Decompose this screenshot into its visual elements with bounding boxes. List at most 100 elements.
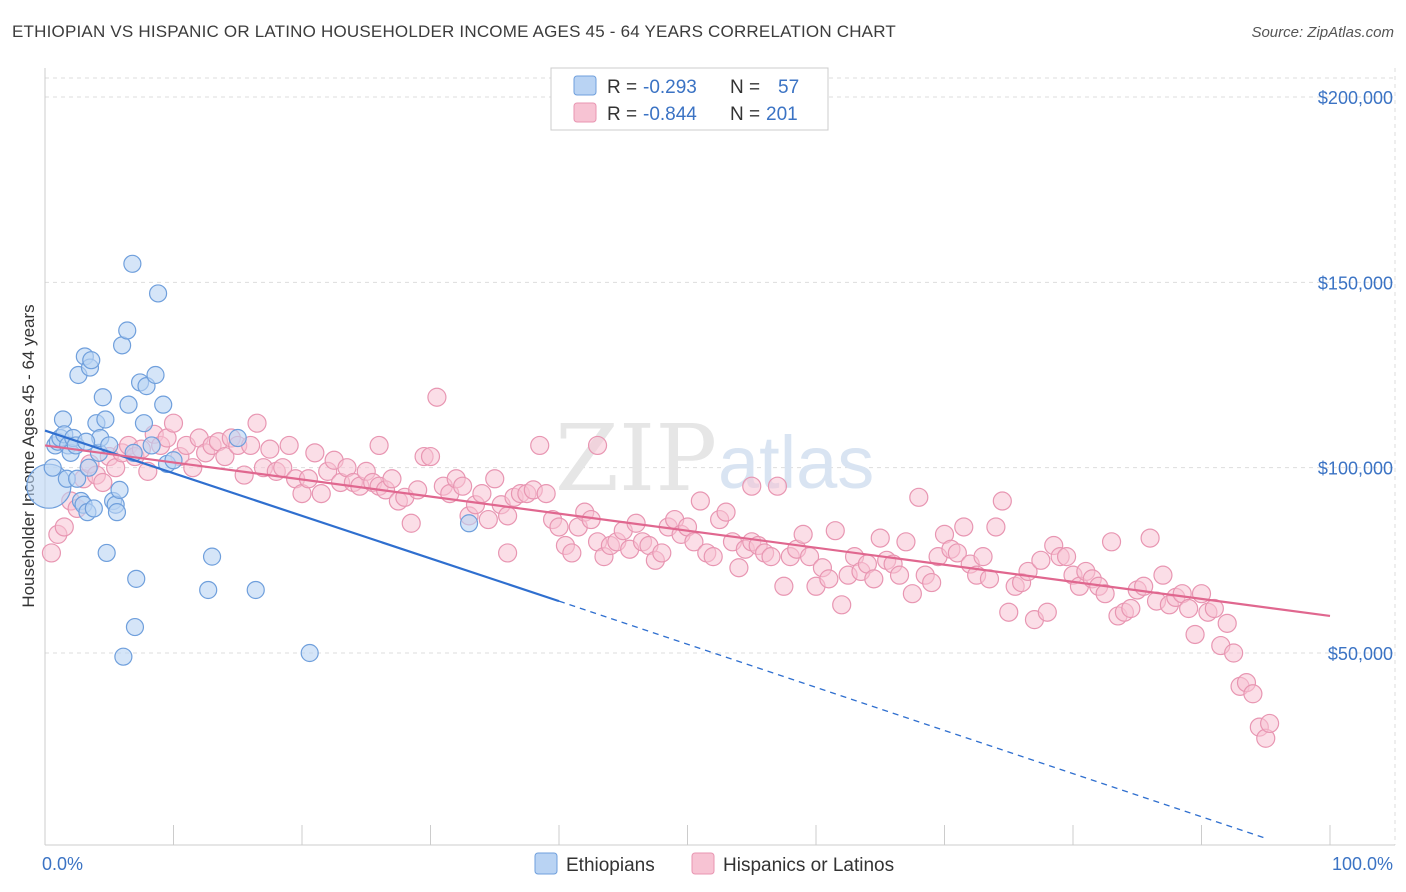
series-ethiopians-points [26, 254, 479, 666]
ethiopians-point-47 [154, 395, 173, 414]
hispanics-point-107 [729, 558, 749, 578]
x-tick-labels: 0.0% 100.0% [42, 854, 1393, 874]
hispanics-point-42 [311, 484, 331, 504]
ethiopians-point-26 [96, 410, 115, 429]
hispanics-point-27 [215, 446, 235, 467]
hispanics-point-171 [1140, 528, 1160, 548]
hispanics-point-173 [1153, 565, 1173, 585]
legend-r-label-1: R = [607, 77, 637, 98]
hispanics-point-154 [1031, 550, 1051, 570]
ethiopians-point-20 [82, 351, 101, 370]
hispanics-point-95 [652, 543, 672, 563]
hispanics-point-41 [305, 443, 325, 463]
hispanics-point-141 [947, 543, 967, 563]
legend-swatch-ethiopians [573, 75, 597, 96]
ethiopians-point-37 [123, 254, 142, 273]
hispanics-point-100 [684, 532, 704, 552]
hispanics-point-145 [973, 547, 993, 567]
hispanics-point-129 [870, 528, 890, 548]
y-tick-label-0: $50,000 [1328, 644, 1393, 664]
hispanics-point-158 [1056, 547, 1077, 567]
hispanics-point-142 [954, 517, 974, 537]
legend-n-value-1: 57 [778, 77, 799, 98]
hispanics-point-103 [703, 547, 723, 567]
hispanics-point-77 [536, 484, 556, 504]
legend-r-value-2: -0.844 [643, 104, 697, 125]
hispanics-point-177 [1179, 598, 1199, 619]
trend-lines [44, 429, 1331, 839]
legend-n-value-2: 201 [766, 104, 798, 125]
ethiopians-point-42 [134, 414, 154, 433]
hispanics-point-37 [279, 435, 299, 456]
hispanics-point-64 [453, 476, 473, 496]
ethiopians-point-12 [68, 469, 87, 488]
hispanics-point-67 [472, 484, 492, 504]
hispanics-point-135 [909, 487, 929, 507]
hispanics-point-192 [742, 476, 762, 496]
ethiopians-point-32 [110, 480, 129, 500]
hispanics-point-56 [401, 513, 421, 533]
ethiopians-point-1 [43, 458, 62, 477]
series-legend: Ethiopians Hispanics or Latinos [534, 852, 894, 876]
y-tick-label-1: $100,000 [1318, 459, 1393, 479]
legend-r-value-1: -0.293 [643, 77, 697, 98]
ethiopians-point-44 [142, 436, 161, 455]
hispanics-trend-line [44, 444, 1331, 618]
legend-n-label-2: N = [730, 104, 760, 125]
hispanics-point-113 [767, 476, 788, 496]
hispanics-point-193 [587, 435, 608, 456]
hispanics-point-105 [716, 502, 736, 522]
hispanics-point-128 [864, 569, 884, 589]
watermark-zip: ZIP [555, 405, 717, 512]
legend-label-ethiopians: Ethiopians [566, 855, 655, 876]
ethiopians-point-36 [119, 395, 138, 414]
ethiopians-point-25 [93, 388, 112, 407]
hispanics-point-121 [819, 569, 839, 589]
axes [44, 68, 1395, 846]
hispanics-point-79 [549, 517, 569, 537]
watermark: ZIP atlas [555, 405, 874, 512]
legend-box [550, 67, 829, 131]
legend-n-label-1: N = [730, 77, 760, 98]
chart-title: ETHIOPIAN VS HISPANIC OR LATINO HOUSEHOL… [12, 22, 896, 41]
hispanics-point-147 [986, 517, 1006, 537]
hispanics-point-32 [247, 413, 267, 433]
hispanics-point-69 [485, 469, 505, 489]
ethiopians-point-35 [118, 321, 137, 340]
hispanics-point-59 [420, 446, 441, 467]
ethiopians-point-31 [107, 503, 127, 522]
ethiopians-point-27 [97, 543, 116, 563]
hispanics-point-184 [1224, 643, 1244, 663]
ethiopians-point-21 [84, 499, 103, 518]
hispanics-point-137 [922, 572, 942, 593]
ethiopians-point-34 [114, 647, 133, 666]
hispanics-point-81 [562, 543, 582, 563]
hispanics-point-34 [260, 439, 280, 459]
hispanics-point-71 [498, 506, 518, 526]
hispanics-point-19 [163, 413, 184, 433]
correlation-legend: R = -0.293 N = 57 R = -0.844 N = 201 [550, 67, 829, 131]
hispanics-point-183 [1217, 613, 1237, 633]
hispanics-point-122 [825, 521, 845, 541]
hispanics-point-194 [369, 435, 389, 456]
hispanics-point-68 [478, 509, 498, 530]
ethiopians-trend-line [44, 429, 560, 603]
y-axis-title: Householder Income Ages 45 - 64 years [19, 304, 38, 607]
hispanics-point-2 [54, 517, 74, 537]
hispanics-point-114 [774, 576, 794, 596]
y-tick-label-3: $200,000 [1318, 88, 1393, 108]
hispanics-point-133 [896, 532, 916, 552]
hispanics-point-8 [93, 472, 113, 493]
ethiopians-point-39 [125, 617, 145, 637]
hispanics-point-132 [889, 565, 910, 585]
hispanics-point-22 [183, 458, 203, 478]
legend-r-label-2: R = [607, 104, 637, 125]
hispanics-point-191 [498, 543, 518, 563]
legend-swatch-hispanics [573, 102, 597, 123]
legend-swatch-ethiopians-bottom [534, 852, 558, 875]
ethiopians-point-46 [148, 284, 168, 303]
hispanics-point-30 [234, 465, 254, 485]
hispanics-point-178 [1185, 624, 1205, 645]
hispanics-point-0 [41, 543, 62, 563]
